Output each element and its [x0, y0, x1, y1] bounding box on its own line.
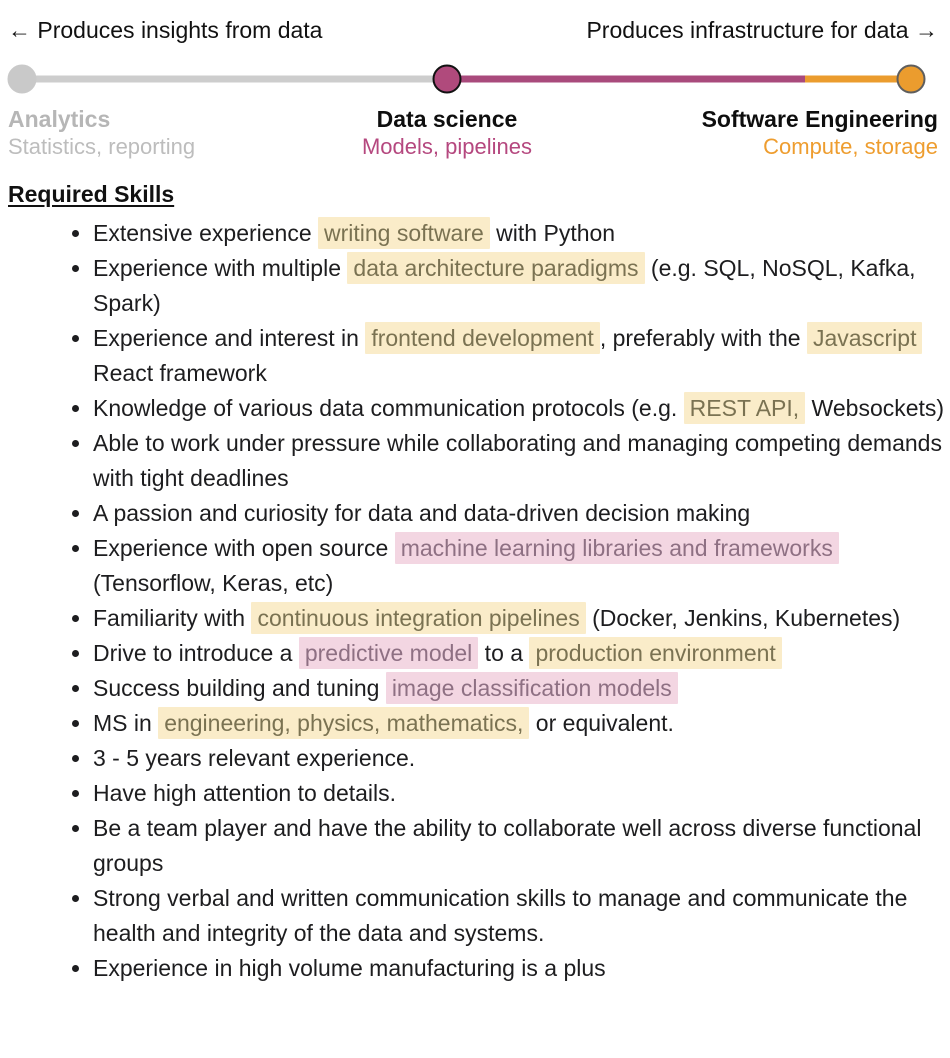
text-segment: Experience in high volume manufacturing … — [93, 955, 606, 981]
text-segment: Websockets) — [805, 395, 945, 421]
text-segment: with Python — [489, 220, 616, 246]
text-segment: Be a team player and have the ability to… — [93, 815, 922, 876]
spectrum-slider — [7, 63, 938, 94]
text-segment: (Tensorflow, Keras, etc) — [93, 570, 334, 596]
skill-item: 3 - 5 years relevant experience. — [93, 741, 946, 776]
skill-item: Extensive experience writing software wi… — [93, 216, 946, 251]
spectrum-knob-software-engineering — [896, 64, 926, 93]
highlight-yellow: Javascript — [806, 322, 923, 354]
caption-right: Produces infrastructure for data → — [586, 17, 938, 43]
text-segment: 3 - 5 years relevant experience. — [93, 745, 416, 771]
text-segment: Drive to introduce a — [93, 640, 299, 666]
highlight-yellow: engineering, physics, mathematics, — [158, 707, 530, 739]
highlight-yellow: continuous integration pipelines — [251, 602, 586, 634]
skill-item: Strong verbal and written communication … — [93, 881, 946, 951]
skill-item: Experience with open source machine lear… — [93, 531, 946, 601]
text-segment: Strong verbal and written communication … — [93, 885, 908, 946]
highlight-pink: machine learning libraries and framework… — [394, 532, 839, 564]
required-skills-heading: Required Skills — [8, 181, 175, 207]
spectrum-stop-labels: Analytics Statistics, reporting Data scien… — [8, 105, 938, 163]
skill-item: A passion and curiosity for data and dat… — [93, 496, 946, 531]
text-segment: to a — [478, 640, 530, 666]
highlight-pink: image classification models — [385, 672, 678, 704]
stop-sublabel: Statistics, reporting — [8, 134, 196, 159]
spectrum-track-segment — [805, 75, 912, 82]
highlight-yellow: data architecture paradigms — [347, 252, 645, 284]
skill-item: Experience with multiple data architectu… — [93, 251, 946, 321]
text-segment: Experience with open source — [93, 535, 395, 561]
highlight-yellow: production environment — [529, 637, 782, 669]
skill-item: Familiarity with continuous integration … — [93, 601, 946, 636]
spectrum-knob-analytics — [7, 64, 37, 93]
text-segment: Familiarity with — [93, 605, 252, 631]
text-segment: React framework — [93, 360, 267, 386]
text-segment: Knowledge of various data communication … — [93, 395, 684, 421]
text-segment: Experience and interest in — [93, 325, 366, 351]
text-segment: Able to work under pressure while collab… — [93, 430, 942, 491]
text-segment: (e.g. SQL, NoSQL, Kafka, Spark) — [93, 255, 916, 316]
stop-software-engineering: Software Engineering Compute, storage — [702, 105, 938, 160]
skill-item: Be a team player and have the ability to… — [93, 811, 946, 881]
stop-label: Software Engineering — [701, 106, 938, 132]
text-segment: Have high attention to details. — [93, 780, 397, 806]
spectrum-track-segment — [21, 75, 447, 82]
text-segment: or equivalent. — [529, 710, 674, 736]
stop-label: Analytics — [8, 106, 111, 132]
skills-list: Extensive experience writing software wi… — [8, 216, 946, 986]
skill-item: Drive to introduce a predictive model to… — [93, 636, 946, 671]
spectrum-track-segment — [446, 75, 805, 82]
skill-item: Success building and tuning image classi… — [93, 671, 946, 706]
text-segment: (Docker, Jenkins, Kubernetes) — [585, 605, 901, 631]
text-segment: Extensive experience — [93, 220, 319, 246]
skill-item: Have high attention to details. — [93, 776, 946, 811]
spectrum-captions: ← Produces insights from data Produces i… — [8, 16, 946, 44]
caption-left: ← Produces insights from data — [8, 17, 323, 43]
skill-item: Knowledge of various data communication … — [93, 391, 946, 426]
stop-label: Data science — [376, 106, 518, 132]
highlight-yellow: REST API, — [683, 392, 806, 424]
stop-sublabel: Compute, storage — [763, 134, 938, 159]
skill-item: Able to work under pressure while collab… — [93, 426, 946, 496]
text-segment: A passion and curiosity for data and dat… — [93, 500, 751, 526]
text-segment: , preferably with the — [599, 325, 807, 351]
text-segment: Success building and tuning — [93, 675, 386, 701]
stop-analytics: Analytics Statistics, reporting — [8, 105, 195, 160]
skill-item: MS in engineering, physics, mathematics,… — [93, 706, 946, 741]
spectrum-knob-data-science — [432, 64, 462, 93]
highlight-pink: predictive model — [298, 637, 479, 669]
stop-sublabel: Models, pipelines — [361, 134, 532, 159]
highlight-yellow: frontend development — [365, 322, 600, 354]
highlight-yellow: writing software — [318, 217, 490, 249]
stop-data-science: Data science Models, pipelines — [362, 105, 532, 160]
skill-item: Experience and interest in frontend deve… — [93, 321, 946, 391]
text-segment: Experience with multiple — [93, 255, 348, 281]
skill-item: Experience in high volume manufacturing … — [93, 951, 946, 986]
text-segment: MS in — [93, 710, 159, 736]
